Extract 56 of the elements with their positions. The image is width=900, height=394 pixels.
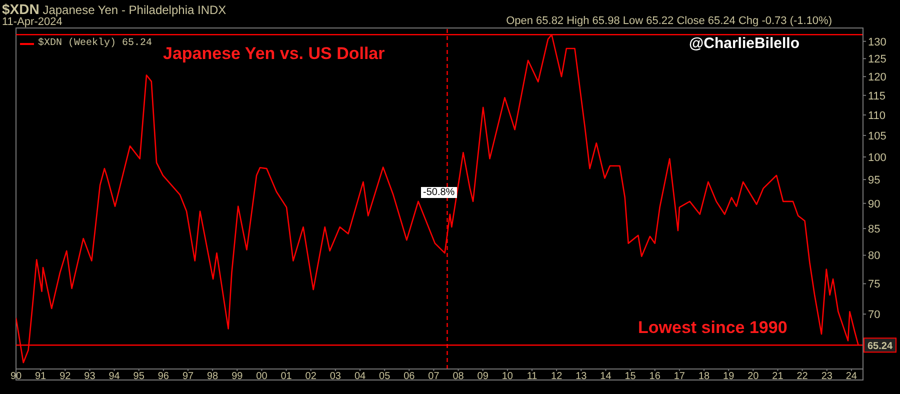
x-tick-label: 24 <box>846 371 858 382</box>
x-tick-label: 13 <box>576 371 588 382</box>
x-tick-label: 01 <box>280 371 292 382</box>
x-tick-label: 12 <box>551 371 563 382</box>
x-tick-label: 11 <box>526 371 538 382</box>
annotation: @CharlieBilello <box>689 35 800 52</box>
y-tick-label: 90 <box>868 198 880 210</box>
y-tick-label: 95 <box>868 174 880 186</box>
x-tick-label: 99 <box>232 371 244 382</box>
y-tick-label: 80 <box>868 250 880 262</box>
text: Open 65.82 High 65.98 Low 65.22 Close 65.24 Chg -0.73 (-1.10%) <box>506 15 832 27</box>
x-tick-label: 00 <box>256 371 268 382</box>
x-tick-label: 07 <box>428 371 440 382</box>
y-tick-label: 130 <box>868 36 886 48</box>
x-tick-label: 94 <box>108 371 120 382</box>
x-tick-label: 20 <box>748 371 760 382</box>
x-tick-label: 22 <box>796 371 808 382</box>
ref-line-label: 65.24 <box>867 341 893 352</box>
x-tick-label: 91 <box>35 371 47 382</box>
x-tick-label: 95 <box>133 371 145 382</box>
x-tick-label: 10 <box>502 371 514 382</box>
chart-subtitle: 11-Apr-2024 <box>2 16 62 28</box>
y-tick-label: 110 <box>868 110 886 122</box>
x-tick-label: 21 <box>772 371 784 382</box>
x-tick-label: 19 <box>723 371 735 382</box>
x-tick-label: 98 <box>207 371 219 382</box>
x-tick-label: 15 <box>624 371 636 382</box>
x-tick-label: 97 <box>182 371 194 382</box>
y-tick-label: 125 <box>868 54 886 66</box>
y-tick-label: 85 <box>868 223 880 236</box>
x-tick-label: 03 <box>330 371 342 382</box>
y-tick-label: 120 <box>868 72 886 84</box>
x-tick-label: 06 <box>404 371 416 382</box>
chart-title: $XDN Japanese Yen - Philadelphia INDX <box>2 1 226 17</box>
y-tick-label: 100 <box>868 152 886 164</box>
x-tick-label: 92 <box>60 371 72 382</box>
x-tick-label: 08 <box>452 371 464 382</box>
x-tick-label: 96 <box>158 371 170 382</box>
y-tick-label: 70 <box>868 309 880 322</box>
y-tick-label: 105 <box>868 130 886 142</box>
x-tick-label: 09 <box>477 371 489 382</box>
x-tick-label: 93 <box>84 371 96 382</box>
annotation: Lowest since 1990 <box>638 318 788 338</box>
x-tick-label: 02 <box>305 371 317 382</box>
x-tick-label: 23 <box>821 371 833 382</box>
y-tick-label: 75 <box>868 278 880 291</box>
x-tick-label: 14 <box>600 371 612 382</box>
legend-label: $XDN (Weekly) 65.24 <box>38 38 152 49</box>
x-tick-label: 16 <box>649 371 661 382</box>
x-tick-label: 17 <box>674 371 686 382</box>
annotation: -50.8% <box>421 187 457 198</box>
x-tick-label: 04 <box>354 371 366 382</box>
x-tick-label: 18 <box>698 371 710 382</box>
annotation: Japanese Yen vs. US Dollar <box>163 44 385 64</box>
y-tick-label: 115 <box>868 90 886 102</box>
x-tick-label: 05 <box>379 371 391 382</box>
